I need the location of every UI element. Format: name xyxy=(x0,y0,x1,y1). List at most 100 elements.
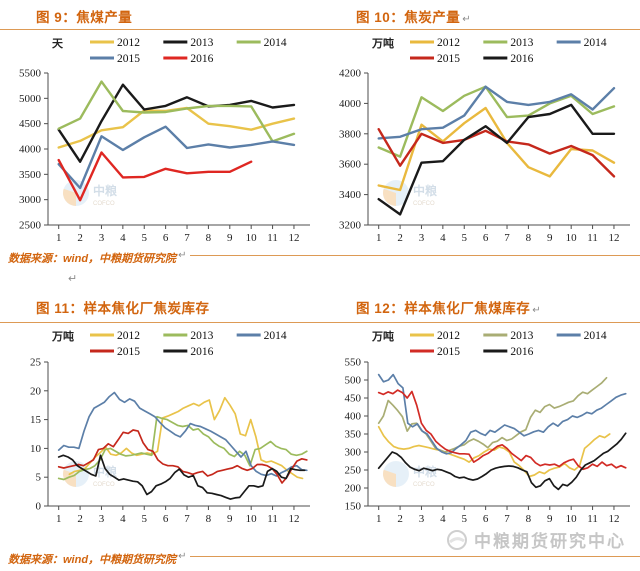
y-tick-label: 3500 xyxy=(19,169,42,181)
source-note-top: 数据来源：wind，中粮期货研究院 ↵ xyxy=(8,250,640,266)
x-tick-label: 12 xyxy=(288,232,299,244)
x-tick-label: 3 xyxy=(419,232,425,244)
x-tick-label: 3 xyxy=(419,513,425,525)
y-axis-unit: 万吨 xyxy=(51,329,74,343)
series-line-2016 xyxy=(57,151,253,202)
figure-10-title: 图 10：焦炭产量 ↵ xyxy=(356,6,471,26)
series-line-2013 xyxy=(377,85,616,158)
x-tick-label: 2 xyxy=(397,232,403,244)
x-tick-label: 9 xyxy=(547,232,553,244)
source-note-bottom: 数据来源：wind，中粮期货研究院 ↵ xyxy=(8,551,640,567)
series-line-2012 xyxy=(377,106,616,192)
y-tick-label: 150 xyxy=(345,501,362,513)
legend-label-2013: 2013 xyxy=(510,330,533,342)
x-tick-label: 2 xyxy=(397,513,403,525)
legend-label-2013: 2013 xyxy=(510,37,533,49)
x-tick-label: 10 xyxy=(246,513,258,525)
x-tick-label: 8 xyxy=(526,513,532,525)
x-tick-label: 8 xyxy=(206,513,212,525)
series-line-2014 xyxy=(57,80,296,143)
y-axis-unit: 万吨 xyxy=(371,329,394,343)
x-tick-label: 6 xyxy=(483,232,489,244)
figure-12-title: 图 12：样本焦化厂焦煤库存 ↵ xyxy=(356,297,541,317)
x-tick-label: 7 xyxy=(184,513,190,525)
x-tick-label: 7 xyxy=(504,513,510,525)
x-tick-label: 6 xyxy=(163,513,169,525)
x-tick-label: 10 xyxy=(566,513,578,525)
y-tick-label: 4500 xyxy=(19,118,42,130)
y-tick-label: 500 xyxy=(345,375,362,387)
x-tick-label: 11 xyxy=(587,513,598,525)
return-mark: ↵ xyxy=(178,250,187,261)
y-axis-unit: 天 xyxy=(52,37,64,50)
y-tick-label: 350 xyxy=(345,429,362,441)
y-tick-label: 5 xyxy=(36,472,42,484)
x-tick-label: 8 xyxy=(206,232,212,244)
y-tick-label: 3400 xyxy=(339,189,362,201)
svg-text:COFCO: COFCO xyxy=(413,482,435,488)
legend-label-2014: 2014 xyxy=(264,330,287,342)
series-line-2014 xyxy=(377,373,627,455)
legend-label-2015: 2015 xyxy=(117,53,140,65)
y-tick-label: 3200 xyxy=(339,220,362,232)
y-tick-label: 10 xyxy=(30,443,42,455)
x-tick-label: 3 xyxy=(99,513,105,525)
orange-divider xyxy=(0,29,640,30)
x-tick-label: 4 xyxy=(120,513,126,525)
brand-logo-icon xyxy=(447,529,467,550)
legend-label-2012: 2012 xyxy=(437,37,460,49)
series-line-2015 xyxy=(57,429,308,484)
series-line-2016 xyxy=(377,432,627,491)
x-tick-label: 3 xyxy=(99,232,105,244)
figure-11-title: 图 11：样本焦化厂焦炭库存 xyxy=(36,297,212,317)
legend-label-2015: 2015 xyxy=(117,346,140,358)
series-line-2015 xyxy=(377,389,627,471)
x-tick-label: 1 xyxy=(376,513,382,525)
y-tick-label: 4000 xyxy=(19,144,42,156)
y-tick-label: 3800 xyxy=(339,128,362,140)
y-tick-label: 5500 xyxy=(19,68,42,80)
y-tick-label: 200 xyxy=(345,483,362,495)
svg-text:中粮: 中粮 xyxy=(93,183,117,198)
legend-label-2013: 2013 xyxy=(190,37,213,49)
x-tick-label: 9 xyxy=(547,513,553,525)
x-tick-label: 7 xyxy=(504,232,510,244)
series-line-2016 xyxy=(57,454,306,500)
series-line-2012 xyxy=(377,425,611,478)
y-tick-label: 20 xyxy=(30,385,42,397)
y-tick-label: 450 xyxy=(345,393,362,405)
source-note-line xyxy=(190,255,640,256)
return-mark: ↵ xyxy=(178,551,187,562)
figure-10-title-text: 图 10：焦炭产量 xyxy=(356,10,461,25)
x-tick-label: 10 xyxy=(246,232,258,244)
cofco-watermark-icon: 中粮 COFCO xyxy=(383,461,437,488)
legend-label-2014: 2014 xyxy=(264,37,287,49)
svg-text:中粮: 中粮 xyxy=(413,183,437,198)
svg-text:COFCO: COFCO xyxy=(93,482,115,488)
x-tick-label: 5 xyxy=(141,232,147,244)
y-tick-label: 3000 xyxy=(19,194,42,206)
series-line-2015 xyxy=(57,125,296,190)
x-tick-label: 7 xyxy=(184,232,190,244)
series-line-2012 xyxy=(68,396,304,480)
svg-text:COFCO: COFCO xyxy=(413,201,435,207)
orange-divider xyxy=(0,322,640,323)
x-tick-label: 5 xyxy=(461,513,467,525)
x-tick-label: 1 xyxy=(56,513,62,525)
series-line-2014 xyxy=(377,85,616,140)
x-tick-label: 4 xyxy=(440,232,446,244)
legend-label-2016: 2016 xyxy=(510,53,533,65)
x-tick-label: 4 xyxy=(120,232,126,244)
x-tick-label: 9 xyxy=(227,232,233,244)
x-tick-label: 11 xyxy=(267,513,278,525)
x-tick-label: 2 xyxy=(77,232,83,244)
y-tick-label: 250 xyxy=(345,465,362,477)
x-tick-label: 9 xyxy=(227,513,233,525)
y-tick-label: 4200 xyxy=(339,68,362,80)
y-tick-label: 15 xyxy=(30,414,42,426)
legend-label-2012: 2012 xyxy=(437,330,460,342)
